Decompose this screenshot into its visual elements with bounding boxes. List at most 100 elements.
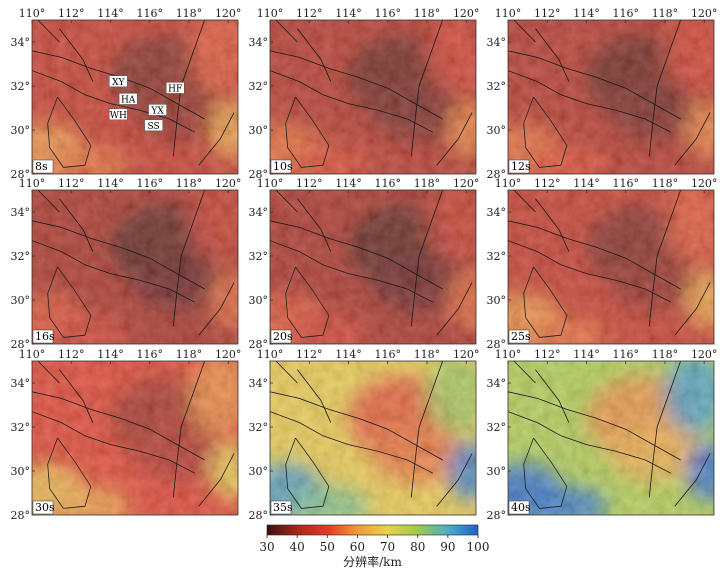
y-tick-label: 30° bbox=[249, 294, 269, 307]
x-tick-label: 120° bbox=[691, 348, 718, 361]
panel-frame bbox=[31, 360, 239, 516]
y-tick-label: 30° bbox=[11, 465, 31, 478]
station-label: XY bbox=[112, 78, 125, 88]
x-tick-label: 116° bbox=[374, 177, 401, 190]
fault-line bbox=[172, 190, 206, 327]
panel-frame bbox=[507, 19, 715, 175]
panel-frame bbox=[31, 19, 239, 175]
fault-line bbox=[37, 20, 60, 43]
y-tick-label: 28° bbox=[487, 509, 507, 522]
y-tick-label: 32° bbox=[11, 80, 31, 93]
relief-texture bbox=[508, 190, 714, 344]
relief-texture bbox=[270, 20, 476, 174]
x-tick-label: 114° bbox=[573, 177, 600, 190]
fault-line bbox=[32, 220, 205, 290]
y-tick-label: 34° bbox=[11, 36, 31, 49]
period-label: 16s bbox=[35, 330, 55, 343]
y-tick-label: 28° bbox=[487, 168, 507, 181]
fault-line bbox=[436, 453, 473, 507]
map-panel-40s: 110° 112° 114° 116° 118° 120° 28° 30° 32° 34° 40s bbox=[487, 348, 718, 522]
x-tick-label: 114° bbox=[335, 348, 362, 361]
y-tick-label: 34° bbox=[249, 206, 269, 219]
basin-outline bbox=[47, 437, 92, 509]
fault-line bbox=[513, 361, 536, 384]
colorbar-tick-label: 30 bbox=[259, 540, 274, 554]
y-tick-label: 30° bbox=[249, 465, 269, 478]
x-tick-label: 112° bbox=[534, 7, 561, 20]
x-tick-label: 116° bbox=[136, 7, 163, 20]
fault-line bbox=[59, 198, 94, 252]
x-tick-label: 120° bbox=[453, 348, 480, 361]
x-tick-label: 110° bbox=[257, 348, 284, 361]
x-tick-label: 114° bbox=[97, 348, 124, 361]
fault-line bbox=[410, 190, 444, 327]
fault-line bbox=[674, 282, 711, 336]
x-tick-label: 118° bbox=[652, 7, 679, 20]
map-panel-12s: 110° 112° 114° 116° 118° 120° 28° 30° 32° 34° 12s bbox=[487, 7, 718, 181]
fault-line bbox=[32, 411, 196, 474]
fault-line bbox=[37, 190, 60, 213]
y-tick-label: 28° bbox=[11, 168, 31, 181]
fault-line bbox=[508, 240, 672, 303]
x-tick-label: 112° bbox=[534, 348, 561, 361]
x-tick-label: 112° bbox=[296, 348, 323, 361]
x-tick-label: 118° bbox=[414, 348, 441, 361]
station-label: SS bbox=[148, 122, 160, 132]
y-tick-label: 30° bbox=[249, 124, 269, 137]
fault-line bbox=[508, 391, 681, 461]
y-tick-label: 34° bbox=[249, 377, 269, 390]
y-tick-label: 32° bbox=[11, 421, 31, 434]
map-panel-10s: 110° 112° 114° 116° 118° 120° 28° 30° 32° 34° 10s bbox=[249, 7, 480, 181]
fault-line bbox=[59, 28, 94, 82]
fault-line bbox=[297, 28, 332, 82]
map-panel-16s: 110° 112° 114° 116° 118° 120° 28° 30° 32° 34° 16s bbox=[11, 177, 242, 351]
x-tick-label: 118° bbox=[176, 7, 203, 20]
y-tick-label: 34° bbox=[11, 206, 31, 219]
y-tick-label: 28° bbox=[249, 338, 269, 351]
y-tick-label: 34° bbox=[487, 206, 507, 219]
fault-line bbox=[535, 198, 570, 252]
x-tick-label: 116° bbox=[612, 348, 639, 361]
x-tick-label: 114° bbox=[97, 7, 124, 20]
x-tick-label: 120° bbox=[691, 7, 718, 20]
period-label: 35s bbox=[273, 501, 293, 514]
fault-line bbox=[32, 240, 196, 303]
fault-line bbox=[32, 391, 205, 461]
panel-frame bbox=[269, 19, 477, 175]
x-tick-label: 110° bbox=[19, 348, 46, 361]
x-tick-label: 110° bbox=[495, 7, 522, 20]
x-tick-label: 120° bbox=[453, 177, 480, 190]
fault-line bbox=[674, 112, 711, 166]
x-tick-label: 112° bbox=[58, 7, 85, 20]
fault-line bbox=[674, 453, 711, 507]
x-tick-label: 118° bbox=[176, 348, 203, 361]
fault-line bbox=[270, 411, 434, 474]
y-tick-label: 32° bbox=[249, 421, 269, 434]
station-label: HA bbox=[121, 95, 136, 105]
y-tick-label: 32° bbox=[487, 421, 507, 434]
fault-line bbox=[297, 198, 332, 252]
x-tick-label: 110° bbox=[19, 7, 46, 20]
y-tick-label: 30° bbox=[487, 465, 507, 478]
relief-texture bbox=[270, 190, 476, 344]
y-tick-label: 32° bbox=[487, 80, 507, 93]
colorbar-scale bbox=[266, 524, 479, 536]
x-tick-label: 118° bbox=[414, 7, 441, 20]
period-label: 12s bbox=[511, 160, 531, 173]
fault-line bbox=[275, 20, 298, 43]
x-tick-label: 114° bbox=[573, 7, 600, 20]
basin-outline bbox=[523, 437, 568, 509]
fault-line bbox=[198, 282, 235, 336]
basin-outline bbox=[285, 266, 330, 338]
x-tick-label: 116° bbox=[136, 177, 163, 190]
basin-outline bbox=[285, 437, 330, 509]
fault-line bbox=[508, 50, 681, 120]
period-label: 30s bbox=[35, 501, 55, 514]
y-tick-label: 34° bbox=[11, 377, 31, 390]
y-tick-label: 30° bbox=[11, 124, 31, 137]
colorbar: 30 40 50 60 70 80 90 100 分辨率/km bbox=[259, 524, 489, 569]
fault-line bbox=[535, 28, 570, 82]
fault-line bbox=[297, 369, 332, 423]
x-tick-label: 110° bbox=[257, 177, 284, 190]
x-tick-label: 118° bbox=[652, 177, 679, 190]
